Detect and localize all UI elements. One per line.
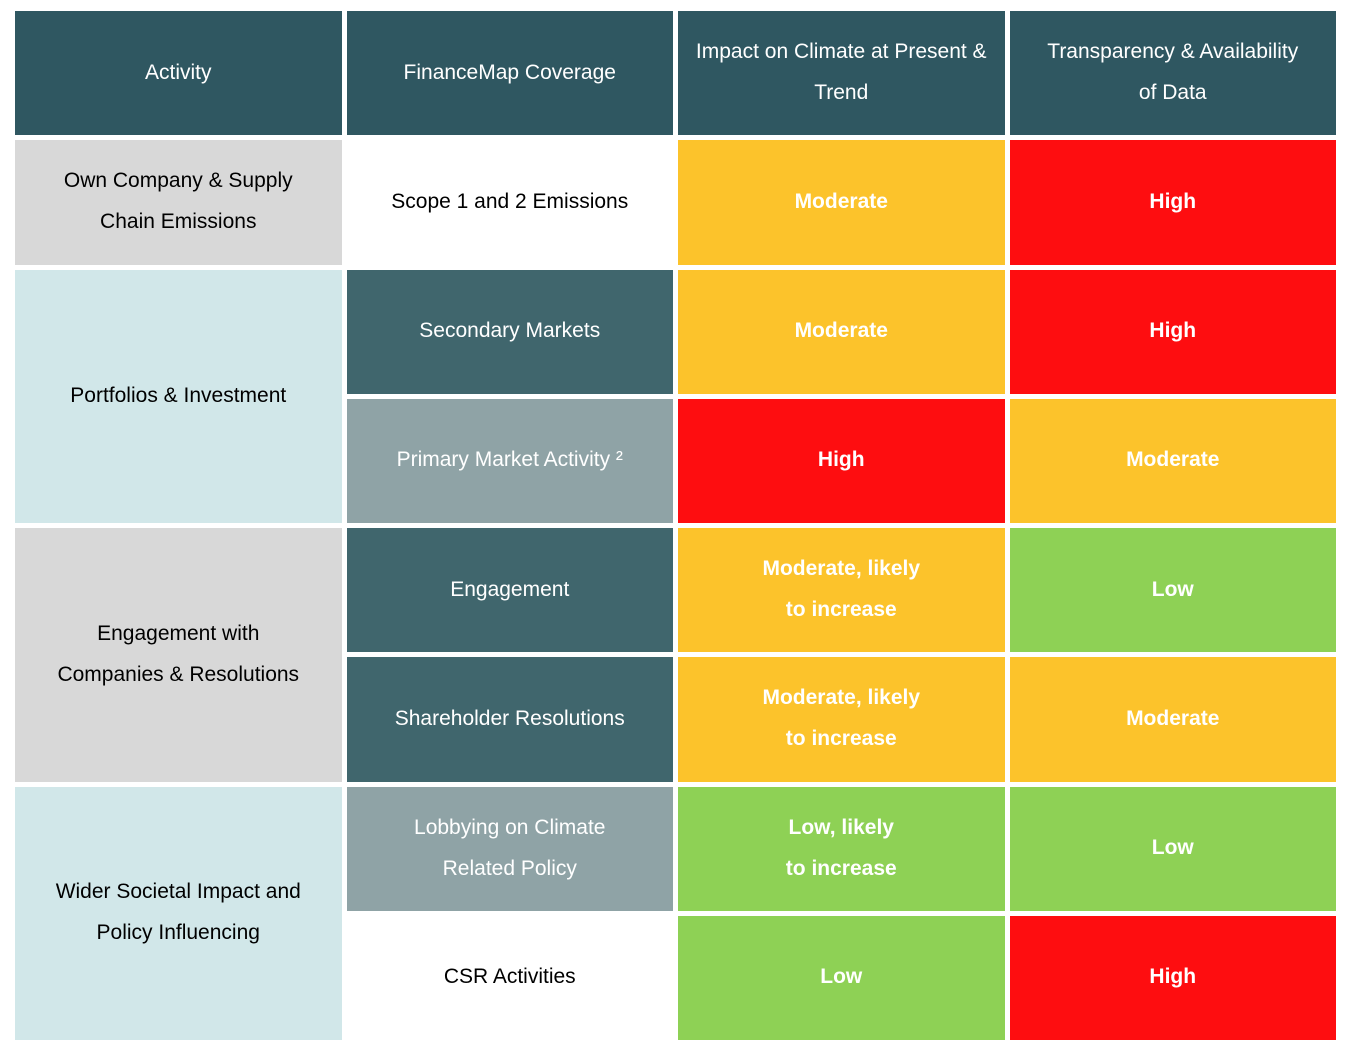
transparency-rating-secondary-markets: High bbox=[1009, 269, 1336, 394]
transparency-rating-scope-1-and-2: High bbox=[1009, 140, 1336, 265]
impact-rating-scope-1-and-2: Moderate bbox=[678, 140, 1005, 265]
coverage-cell-lobbying-climate-policy: Lobbying on Climate Related Policy bbox=[346, 786, 673, 911]
coverage-cell-engagement: Engagement bbox=[346, 528, 673, 653]
activity-cell-portfolios-investment: Portfolios & Investment bbox=[15, 269, 342, 523]
activity-cell-engagement-companies-resolutions: Engagement with Companies & Resolutions bbox=[15, 528, 342, 782]
transparency-rating-engagement: Low bbox=[1009, 528, 1336, 653]
impact-rating-shareholder-resolutions: Moderate, likely to increase bbox=[678, 657, 1005, 782]
impact-rating-secondary-markets: Moderate bbox=[678, 269, 1005, 394]
coverage-cell-secondary-markets: Secondary Markets bbox=[346, 269, 673, 394]
finance-map-ratings-table: Activity FinanceMap Coverage Impact on C… bbox=[15, 11, 1336, 1040]
header-cell-transparency: Transparency & Availability of Data bbox=[1009, 11, 1336, 136]
coverage-cell-shareholder-resolutions: Shareholder Resolutions bbox=[346, 657, 673, 782]
impact-rating-lobbying: Low, likely to increase bbox=[678, 786, 1005, 911]
coverage-cell-csr-activities: CSR Activities bbox=[346, 915, 673, 1040]
impact-rating-engagement: Moderate, likely to increase bbox=[678, 528, 1005, 653]
header-cell-financemap-coverage: FinanceMap Coverage bbox=[346, 11, 673, 136]
transparency-rating-lobbying: Low bbox=[1009, 786, 1336, 911]
activity-cell-wider-societal-impact: Wider Societal Impact and Policy Influen… bbox=[15, 786, 342, 1040]
transparency-rating-primary-market-activity: Moderate bbox=[1009, 398, 1336, 523]
header-cell-impact-on-climate: Impact on Climate at Present & Trend bbox=[678, 11, 1005, 136]
activity-cell-own-company-supply-chain: Own Company & Supply Chain Emissions bbox=[15, 140, 342, 265]
coverage-cell-primary-market-activity: Primary Market Activity ² bbox=[346, 398, 673, 523]
impact-rating-primary-market-activity: High bbox=[678, 398, 1005, 523]
transparency-rating-shareholder-resolutions: Moderate bbox=[1009, 657, 1336, 782]
header-cell-activity: Activity bbox=[15, 11, 342, 136]
coverage-cell-scope-1-and-2-emissions: Scope 1 and 2 Emissions bbox=[346, 140, 673, 265]
impact-rating-csr-activities: Low bbox=[678, 915, 1005, 1040]
transparency-rating-csr-activities: High bbox=[1009, 915, 1336, 1040]
